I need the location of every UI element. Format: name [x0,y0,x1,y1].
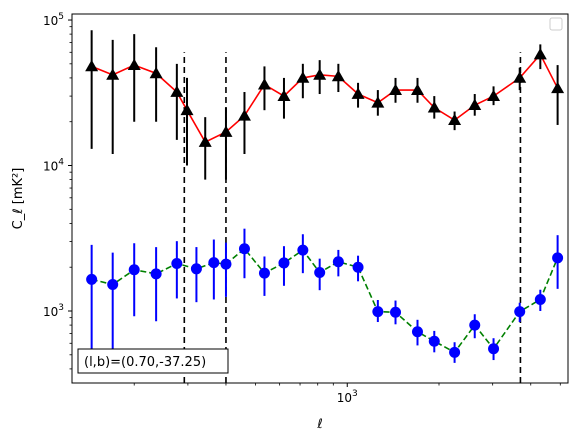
data-point-triangle [296,71,310,83]
data-point-triangle [219,125,233,137]
data-point-circle [390,306,402,318]
y-tick-label: 105 [43,12,64,28]
data-point-triangle [331,69,345,82]
data-point-triangle [389,83,403,95]
data-point-circle [449,346,461,358]
y-axis-label: C_ℓ [mK²] [11,168,26,230]
data-series-layer [85,30,565,363]
data-point-circle [428,335,440,347]
annotation-text: (l,b)=(0.70,-37.25) [84,355,206,370]
data-point-triangle [468,98,482,111]
data-point-triangle [149,66,163,79]
data-point-triangle [313,68,327,80]
data-point-circle [372,306,384,318]
data-point-triangle [106,68,120,80]
data-point-triangle [410,83,424,95]
data-point-circle [220,258,232,270]
data-point-circle [190,263,202,275]
data-point-circle [128,264,140,276]
series-0 [85,30,565,180]
data-point-triangle [198,135,212,147]
data-point-circle [469,319,481,331]
annotation-box: (l,b)=(0.70,-37.25) [77,348,229,374]
data-point-circle [332,256,344,268]
data-point-circle [514,306,526,318]
data-point-circle [411,326,423,338]
data-point-triangle [277,89,291,101]
data-point-circle [258,267,270,279]
data-point-circle [208,257,220,269]
data-point-circle [297,244,309,256]
data-point-triangle [180,103,194,116]
axis-ticks: 103 103 104 105 [43,12,561,405]
data-point-triangle [85,59,99,72]
plot-frame [71,13,569,384]
legend-box [549,17,563,31]
data-point-triangle [448,113,462,126]
x-tick-label: 103 [337,389,358,405]
annotation-frame [77,348,229,374]
y-tick-label: 103 [43,303,64,319]
data-point-triangle [371,96,385,108]
data-point-circle [534,293,546,305]
data-point-triangle [427,101,441,113]
data-point-triangle [237,109,251,121]
series-1 [86,228,564,363]
data-point-triangle [513,71,527,83]
data-point-circle [278,257,290,269]
data-point-triangle [127,58,141,70]
data-point-circle [238,243,250,255]
data-point-circle [107,279,119,291]
data-point-circle [488,343,500,355]
data-point-triangle [533,47,547,60]
series-line [91,53,559,144]
series-line [91,247,559,354]
data-point-triangle [170,85,184,97]
data-point-triangle [551,81,565,94]
data-point-circle [86,273,98,285]
data-point-circle [314,266,326,278]
vertical-reference-lines [183,52,522,383]
x-axis-label: ℓ [316,417,322,432]
data-point-circle [352,261,364,273]
data-point-circle [150,268,162,280]
data-point-circle [552,252,564,264]
data-point-triangle [487,89,501,101]
data-point-circle [171,258,183,270]
data-point-triangle [257,78,271,90]
data-point-triangle [351,87,365,99]
y-tick-label: 104 [43,158,64,174]
